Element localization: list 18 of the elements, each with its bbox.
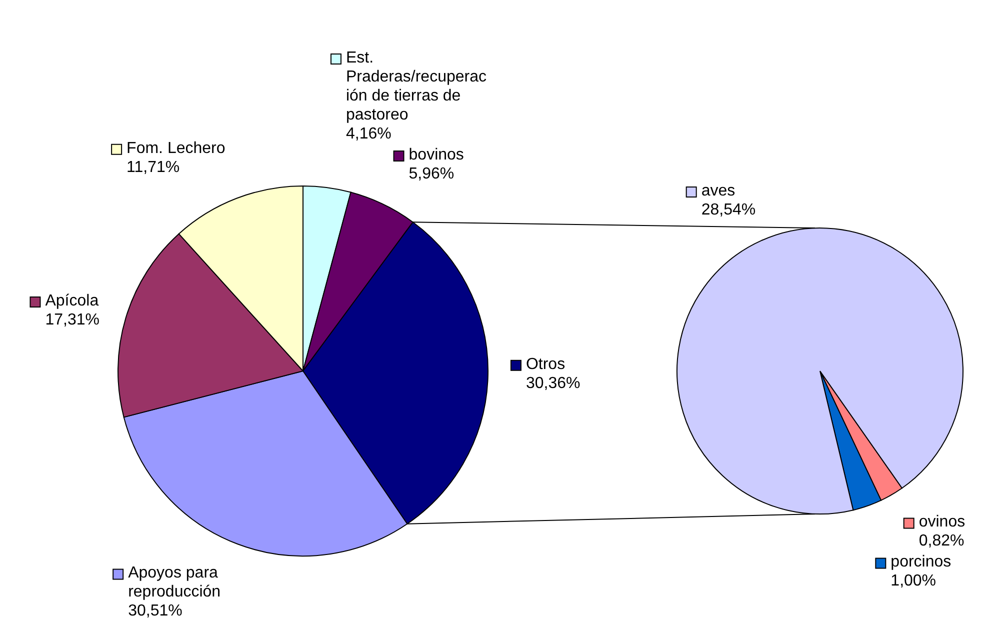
data-label: 1,00% <box>890 572 936 590</box>
legend-label: Est. Praderas/recuperación de tierras de pastoreo <box>346 49 486 124</box>
legend-label: porcinos <box>890 554 952 571</box>
data-label: 30,36% <box>526 374 580 392</box>
data-label: 4,16% <box>346 125 392 142</box>
legend-label: Fom. Lechero <box>126 140 226 157</box>
legend-label: Otros <box>526 356 566 373</box>
data-label: 30,51% <box>128 602 182 620</box>
data-label: 5,96% <box>408 165 454 182</box>
legend-label: aves <box>701 182 736 200</box>
legend-label: Apícola <box>45 292 99 310</box>
legend-label: ovinos <box>918 514 966 531</box>
legend-label: bovinos <box>408 146 464 164</box>
data-label: 17,31% <box>45 312 100 329</box>
data-label: 0,82% <box>918 532 964 550</box>
legend-label: Apoyos para reproducción <box>128 564 221 601</box>
data-label: 28,54% <box>701 202 756 219</box>
data-label: 11,71% <box>126 158 180 176</box>
